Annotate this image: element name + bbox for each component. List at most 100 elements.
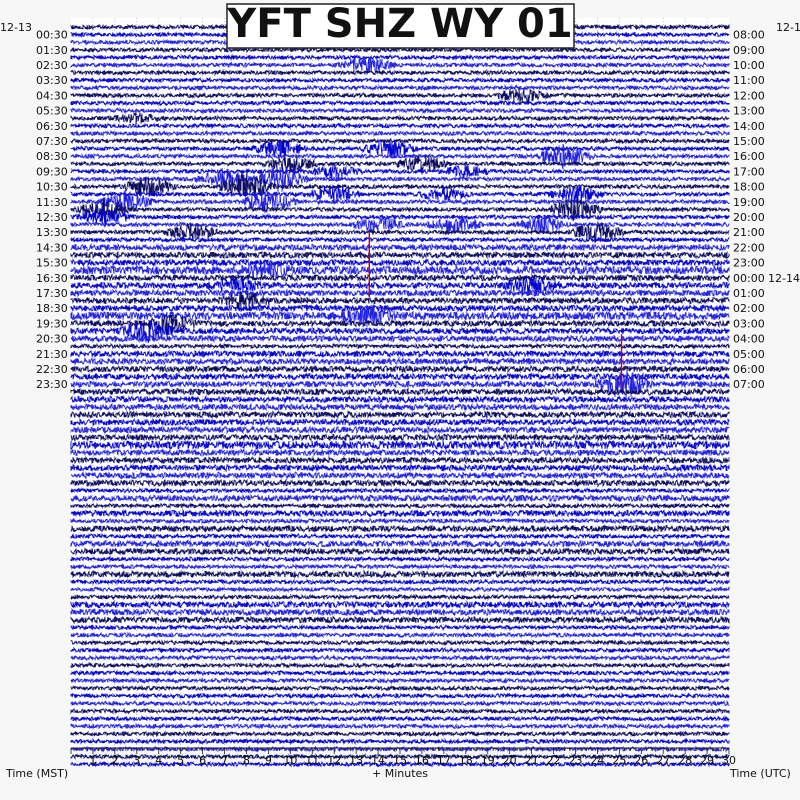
right-time-label: 05:00 — [733, 348, 765, 361]
trace-row — [70, 275, 730, 297]
right-time-labels: 08:00 09:00 10:00 11:00 12:00 13:00 14:00 15:00… — [733, 29, 800, 392]
left-time-label: 11:30 — [36, 196, 68, 209]
trace-row — [70, 676, 730, 685]
trace-row — [70, 250, 730, 260]
trace-row — [70, 539, 730, 549]
trace-row — [70, 661, 730, 670]
x-tick-label: 25 — [612, 754, 626, 767]
trace-row — [70, 410, 730, 420]
trace-row — [70, 99, 730, 107]
trace-row — [70, 593, 730, 601]
trace-row — [70, 447, 730, 458]
trace-row — [70, 236, 730, 244]
right-time-label: 13:00 — [733, 105, 765, 118]
trace-row — [70, 288, 730, 298]
trace-row — [70, 607, 730, 617]
trace-row — [70, 349, 730, 359]
trace-row — [70, 261, 730, 279]
right-time-label: 23:00 — [733, 257, 765, 270]
trace-row — [70, 206, 730, 227]
trace-row — [70, 425, 730, 435]
trace-row — [70, 303, 730, 313]
trace-row — [70, 478, 730, 488]
left-time-label: 07:30 — [36, 135, 68, 148]
trace-row — [70, 304, 730, 328]
x-tick-label: 28 — [678, 754, 692, 767]
trace-row — [70, 110, 730, 125]
x-tick-label: 19 — [481, 754, 495, 767]
x-tick-label: 3 — [133, 754, 140, 767]
x-tick-label: 30 — [722, 754, 736, 767]
x-tick-label: 8 — [243, 754, 250, 767]
right-time-label: 21:00 — [733, 226, 765, 239]
trace-row — [70, 356, 730, 367]
trace-row — [70, 46, 730, 54]
trace-row — [70, 615, 730, 625]
trace-row — [70, 221, 730, 243]
x-tick-label: 15 — [393, 754, 407, 767]
trace-row — [70, 319, 730, 344]
x-tick-label: 22 — [547, 754, 561, 767]
trace-row — [70, 486, 730, 495]
left-time-label: 13:30 — [36, 226, 68, 239]
x-tick-label: 23 — [568, 754, 582, 767]
right-time-label: 19:00 — [733, 196, 765, 209]
trace-row — [70, 463, 730, 473]
trace-row — [70, 368, 730, 400]
title-box — [226, 3, 575, 49]
left-time-label: 12:30 — [36, 211, 68, 224]
trace-row — [70, 171, 730, 199]
trace-row — [70, 84, 730, 92]
trace-row — [70, 502, 730, 510]
trace-row — [70, 387, 730, 397]
trace-row — [70, 137, 730, 145]
x-tick-label: 18 — [459, 754, 473, 767]
date-right-label: 12-1 — [776, 21, 800, 34]
x-tick-label: 16 — [415, 754, 429, 767]
trace-row — [70, 273, 730, 283]
trace-row — [70, 752, 730, 761]
x-tick-label: 10 — [283, 754, 297, 767]
right-time-label: 17:00 — [733, 165, 765, 178]
left-time-label: 06:30 — [36, 120, 68, 133]
left-time-label: 22:30 — [36, 363, 68, 376]
trace-row — [70, 432, 730, 443]
trace-row — [70, 760, 730, 768]
trace-row — [70, 508, 730, 518]
x-tick-label: 12 — [327, 754, 341, 767]
left-time-label: 01:30 — [36, 44, 68, 57]
right-time-label: 08:00 — [733, 29, 765, 42]
left-time-label: 02:30 — [36, 59, 68, 72]
right-time-label: 20:00 — [733, 211, 765, 224]
trace-row — [70, 532, 730, 540]
trace-row — [70, 88, 730, 104]
left-time-label: 15:30 — [36, 257, 68, 270]
trace-row — [70, 154, 730, 173]
right-time-label: 10:00 — [733, 59, 765, 72]
left-time-label: 16:30 — [36, 272, 68, 285]
trace-row — [70, 555, 730, 563]
trace-row — [70, 599, 730, 610]
trace-row — [70, 394, 730, 405]
trace-row — [70, 143, 730, 170]
trace-row — [70, 517, 730, 525]
left-time-label: 19:30 — [36, 317, 68, 330]
left-time-label: 05:30 — [36, 105, 68, 118]
trace-row — [70, 470, 730, 480]
trace-row — [70, 669, 730, 677]
trace-row — [70, 722, 730, 730]
x-tick-label: 29 — [700, 754, 714, 767]
trace-row — [70, 68, 730, 77]
left-time-label: 00:30 — [36, 29, 68, 42]
trace-row — [70, 493, 730, 503]
x-tick-label: 1 — [89, 754, 96, 767]
right-time-label: 07:00 — [733, 378, 765, 391]
trace-row — [70, 164, 730, 179]
left-time-label: 14:30 — [36, 241, 68, 254]
x-ticks: 1 2 3 4 5 6 7 8 9 10 11 12 13 14 15 16 17 18 19 20 21 22 23 24 2… — [70, 747, 736, 767]
x-tick-label: 17 — [437, 754, 451, 767]
trace-row — [70, 122, 730, 130]
trace-row — [70, 707, 730, 715]
x-tick-label: 26 — [634, 754, 648, 767]
